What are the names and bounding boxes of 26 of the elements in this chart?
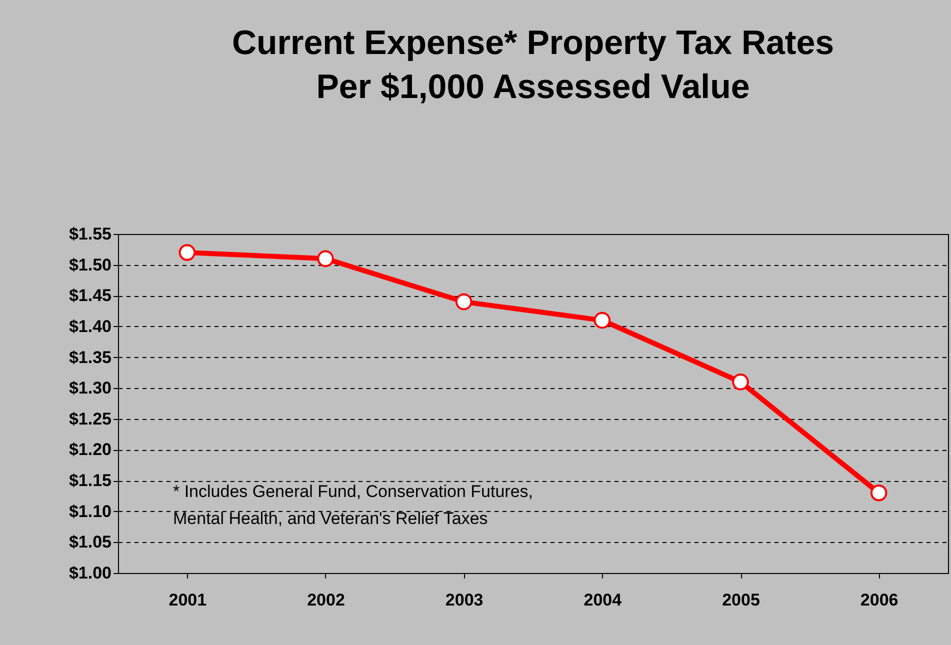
y-tick-label: $1.50 bbox=[68, 255, 112, 274]
y-tick-label: $1.15 bbox=[68, 471, 112, 490]
x-tick-label: 2001 bbox=[168, 590, 207, 610]
y-tick-label: $1.40 bbox=[68, 316, 112, 336]
point bbox=[317, 250, 334, 268]
y-tick-label: $1.30 bbox=[68, 378, 112, 398]
x-tick-label: 2006 bbox=[860, 590, 898, 610]
y-tick-label: $1.25 bbox=[68, 409, 112, 428]
y-tick-label: $1.35 bbox=[68, 348, 112, 367]
y-tick-label: $1.05 bbox=[68, 532, 112, 552]
y-tick-label: $1.45 bbox=[68, 286, 112, 306]
x-tick-label: 2003 bbox=[445, 590, 484, 610]
point bbox=[870, 484, 888, 502]
annotation: * Includes General Fund, Conservation Futures, Mental Health, and Veteran's Relief Taxes bbox=[173, 482, 534, 528]
y-tick-label: $1.10 bbox=[68, 502, 112, 521]
y-tick-label: $1.55 bbox=[68, 224, 112, 244]
point bbox=[455, 293, 472, 310]
x-tick-label: 2002 bbox=[307, 590, 345, 610]
y-tick-label: $1.20 bbox=[68, 440, 112, 460]
y-tick-label: $1.00 bbox=[68, 564, 112, 582]
point bbox=[594, 312, 611, 329]
x-tick-label: 2004 bbox=[584, 590, 622, 610]
point bbox=[178, 244, 196, 261]
x-tick-label: 2005 bbox=[722, 590, 760, 610]
point bbox=[732, 374, 749, 390]
chart-title: Current Expense* Property Tax Rates Per $1,000 Assessed Value bbox=[232, 24, 834, 106]
